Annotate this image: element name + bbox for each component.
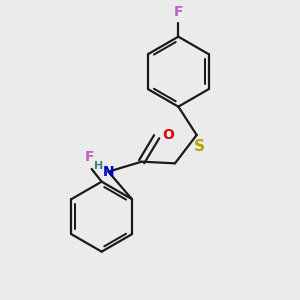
Text: S: S bbox=[194, 139, 205, 154]
Text: F: F bbox=[84, 150, 94, 164]
Text: F: F bbox=[174, 5, 183, 19]
Text: N: N bbox=[103, 165, 114, 179]
Text: O: O bbox=[163, 128, 175, 142]
Text: H: H bbox=[94, 161, 103, 171]
